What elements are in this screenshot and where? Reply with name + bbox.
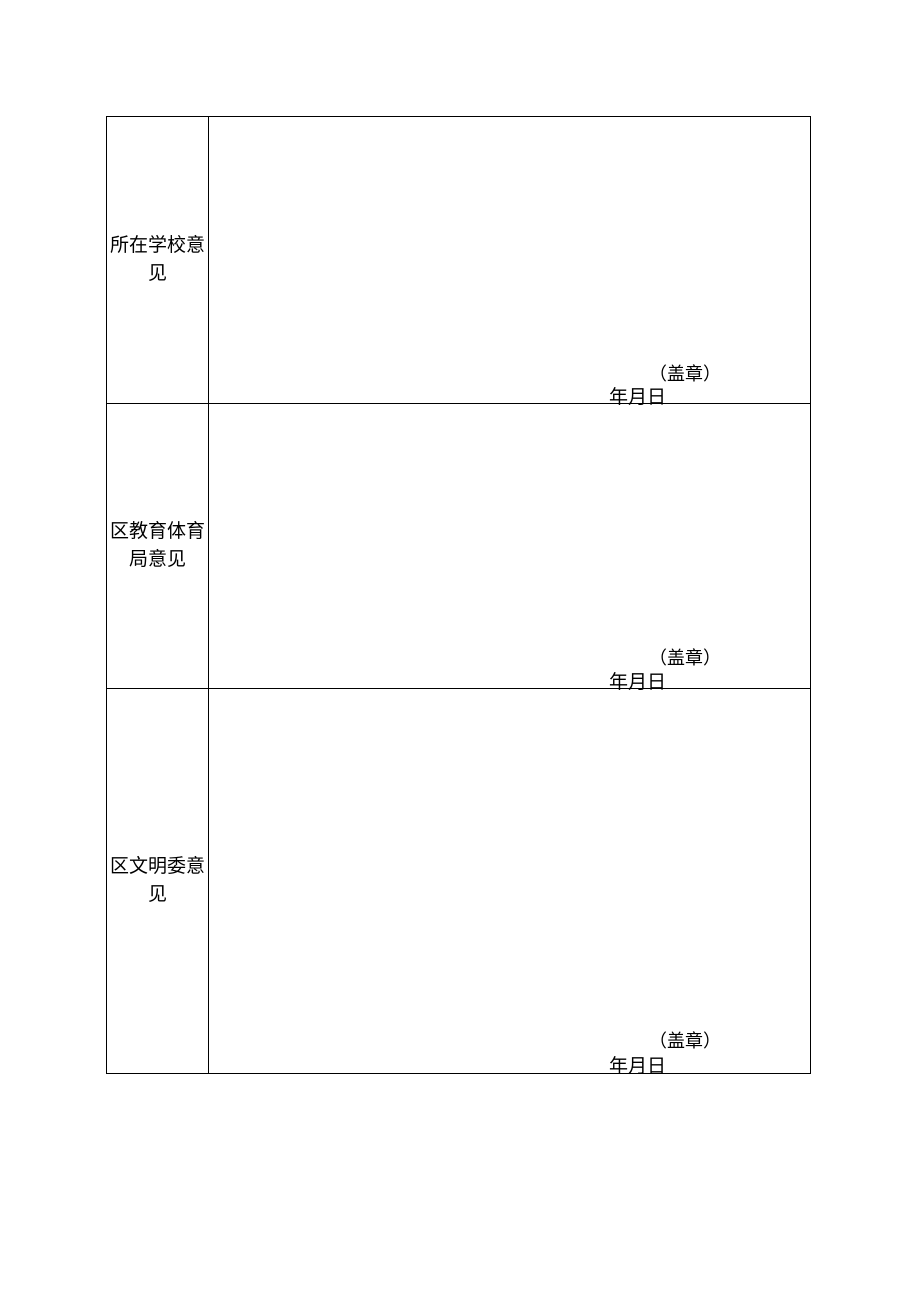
row-label-education-bureau: 区教育体育局意见 [107, 404, 209, 688]
row-label-school: 所在学校意见 [107, 117, 209, 403]
row-content-school: （盖章） 年月日 [209, 117, 810, 403]
date-label: 年月日 [609, 1051, 666, 1078]
table-row: 区教育体育局意见 （盖章） 年月日 [107, 404, 810, 689]
row-content-civilization-committee: （盖章） 年月日 [209, 689, 810, 1073]
label-text: 区文明委意见 [109, 853, 206, 910]
table-row: 区文明委意见 （盖章） 年月日 [107, 689, 810, 1073]
label-text: 所在学校意见 [109, 232, 206, 289]
label-text: 区教育体育局意见 [109, 518, 206, 575]
stamp-label: （盖章） [649, 1027, 721, 1053]
approval-table: 所在学校意见 （盖章） 年月日 区教育体育局意见 （盖章） 年月日 区文明委意见… [106, 116, 811, 1074]
row-label-civilization-committee: 区文明委意见 [107, 689, 209, 1073]
table-row: 所在学校意见 （盖章） 年月日 [107, 117, 810, 404]
row-content-education-bureau: （盖章） 年月日 [209, 404, 810, 688]
